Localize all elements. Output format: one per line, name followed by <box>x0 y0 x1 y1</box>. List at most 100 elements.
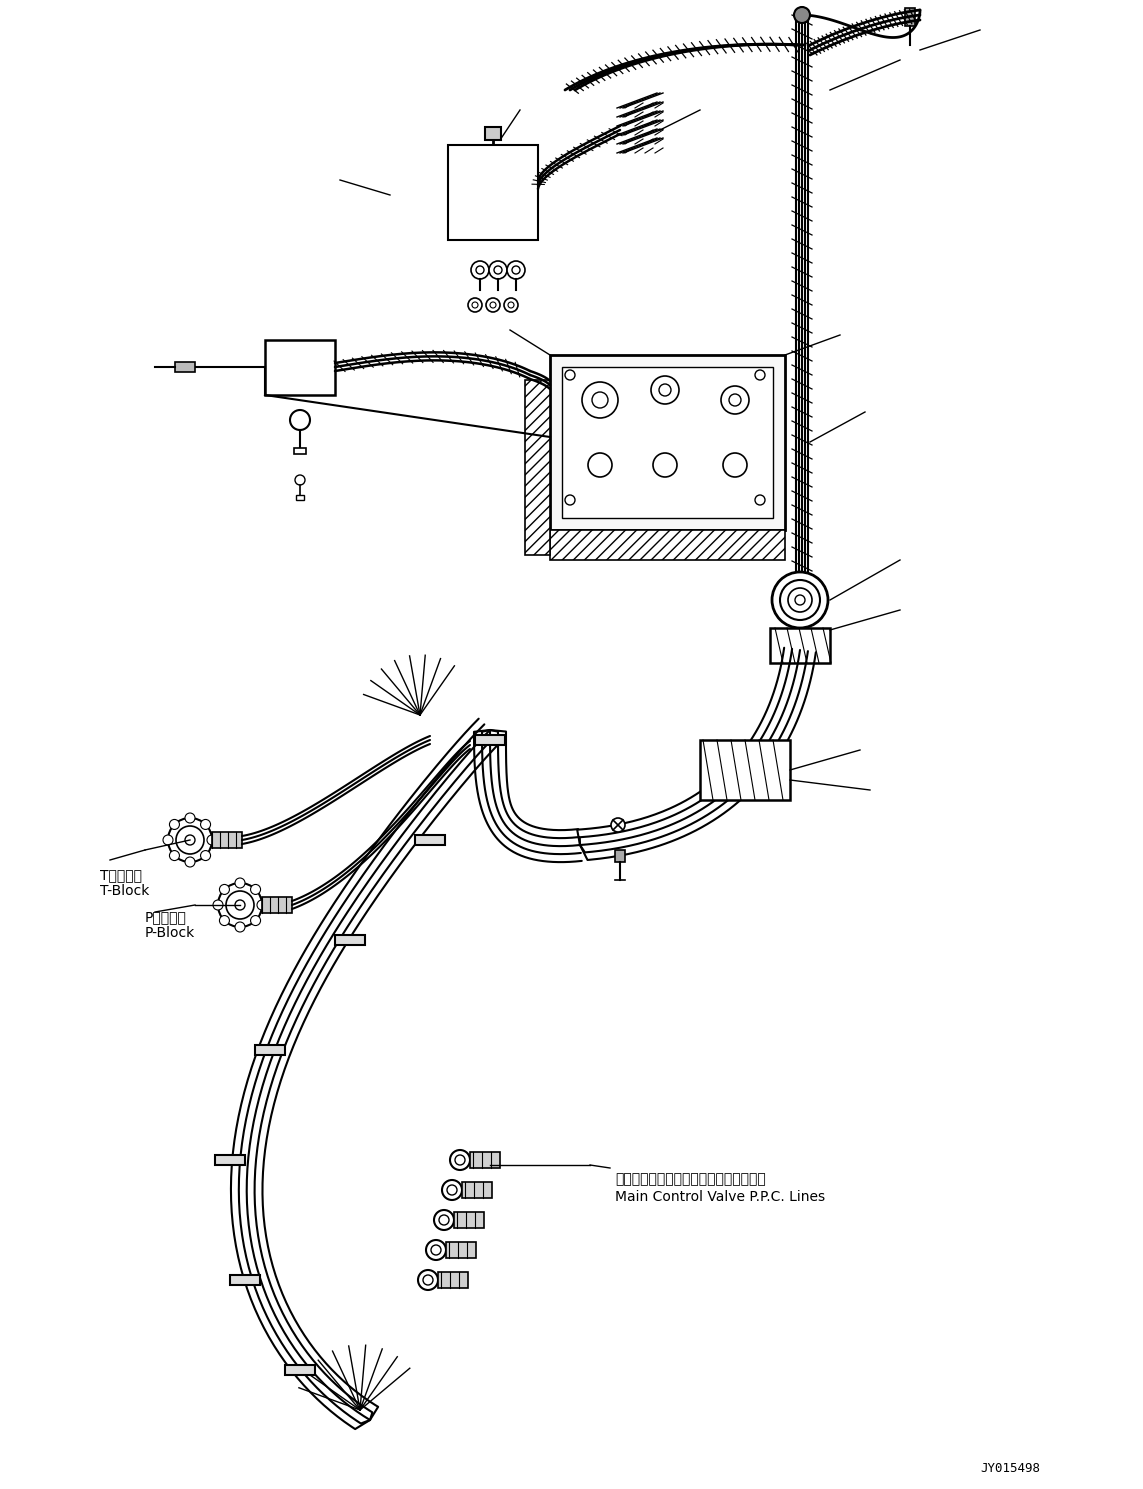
Circle shape <box>507 261 525 278</box>
Bar <box>415 835 445 844</box>
Text: JY015498: JY015498 <box>980 1462 1040 1476</box>
Circle shape <box>565 369 575 380</box>
Circle shape <box>721 386 749 414</box>
Circle shape <box>653 453 677 476</box>
Bar <box>475 736 505 744</box>
Circle shape <box>169 850 179 861</box>
Bar <box>454 1212 483 1228</box>
Bar <box>485 127 501 140</box>
Bar <box>265 339 335 395</box>
Circle shape <box>652 377 679 404</box>
Circle shape <box>660 384 671 396</box>
Circle shape <box>512 267 520 274</box>
Bar <box>770 628 830 663</box>
Circle shape <box>471 173 515 217</box>
Circle shape <box>486 298 499 313</box>
Circle shape <box>163 835 173 844</box>
Circle shape <box>582 383 618 418</box>
Bar <box>462 1182 491 1199</box>
Circle shape <box>431 1245 441 1255</box>
Circle shape <box>592 392 608 408</box>
Circle shape <box>796 596 805 605</box>
Bar <box>700 740 790 800</box>
Circle shape <box>250 916 261 926</box>
Bar <box>335 935 365 946</box>
Bar <box>296 494 304 500</box>
Bar <box>905 7 916 25</box>
Bar <box>446 1242 475 1258</box>
Circle shape <box>185 813 195 823</box>
Bar <box>438 1272 467 1288</box>
Circle shape <box>169 819 179 829</box>
Circle shape <box>207 835 217 844</box>
Circle shape <box>185 835 195 844</box>
Circle shape <box>794 7 810 22</box>
Bar <box>230 1275 259 1285</box>
Circle shape <box>257 899 267 910</box>
Bar <box>262 896 291 913</box>
Circle shape <box>442 1179 462 1200</box>
Circle shape <box>472 302 478 308</box>
Circle shape <box>213 899 223 910</box>
Circle shape <box>219 884 230 895</box>
Circle shape <box>565 494 575 505</box>
Circle shape <box>490 302 496 308</box>
Circle shape <box>467 298 482 313</box>
Bar <box>470 1152 499 1167</box>
Circle shape <box>226 890 254 919</box>
Circle shape <box>788 588 812 612</box>
Circle shape <box>295 475 305 485</box>
Circle shape <box>434 1211 454 1230</box>
Text: Pブロック: Pブロック <box>145 910 186 925</box>
Circle shape <box>729 395 741 406</box>
Circle shape <box>507 302 514 308</box>
Circle shape <box>439 1215 449 1225</box>
Circle shape <box>290 409 310 430</box>
Circle shape <box>780 581 820 619</box>
Circle shape <box>447 1185 457 1196</box>
Circle shape <box>235 879 245 887</box>
Bar <box>550 354 785 530</box>
Circle shape <box>475 267 483 274</box>
Circle shape <box>494 267 502 274</box>
Circle shape <box>455 156 531 232</box>
Bar <box>215 1155 245 1164</box>
Bar <box>294 448 306 454</box>
Bar <box>285 1365 315 1374</box>
Circle shape <box>426 1240 446 1260</box>
Circle shape <box>471 261 489 278</box>
Circle shape <box>724 453 748 476</box>
Bar <box>562 366 773 518</box>
Bar <box>255 1045 285 1056</box>
Circle shape <box>219 916 230 926</box>
Bar <box>525 380 550 555</box>
Circle shape <box>450 1150 470 1170</box>
Circle shape <box>218 883 262 928</box>
Circle shape <box>485 188 501 203</box>
Bar <box>448 144 538 240</box>
Text: Tブロック: Tブロック <box>99 868 142 881</box>
Circle shape <box>250 884 261 895</box>
Circle shape <box>200 819 210 829</box>
Bar <box>615 850 625 862</box>
Circle shape <box>772 572 828 628</box>
Circle shape <box>423 1275 433 1285</box>
Bar <box>175 362 195 372</box>
Text: メインコントロールバルブＰＰＣライン: メインコントロールバルブＰＰＣライン <box>615 1172 766 1187</box>
Circle shape <box>756 494 765 505</box>
Circle shape <box>176 826 203 855</box>
Circle shape <box>235 922 245 932</box>
Circle shape <box>588 453 612 476</box>
Circle shape <box>455 1155 465 1164</box>
Text: T-Block: T-Block <box>99 884 150 898</box>
Circle shape <box>504 298 518 313</box>
Bar <box>550 530 785 560</box>
Circle shape <box>418 1270 438 1289</box>
Circle shape <box>756 369 765 380</box>
Bar <box>211 832 242 849</box>
Circle shape <box>612 817 625 832</box>
Text: Main Control Valve P.P.C. Lines: Main Control Valve P.P.C. Lines <box>615 1190 825 1205</box>
Circle shape <box>235 899 245 910</box>
Circle shape <box>168 817 211 862</box>
Circle shape <box>489 261 507 278</box>
